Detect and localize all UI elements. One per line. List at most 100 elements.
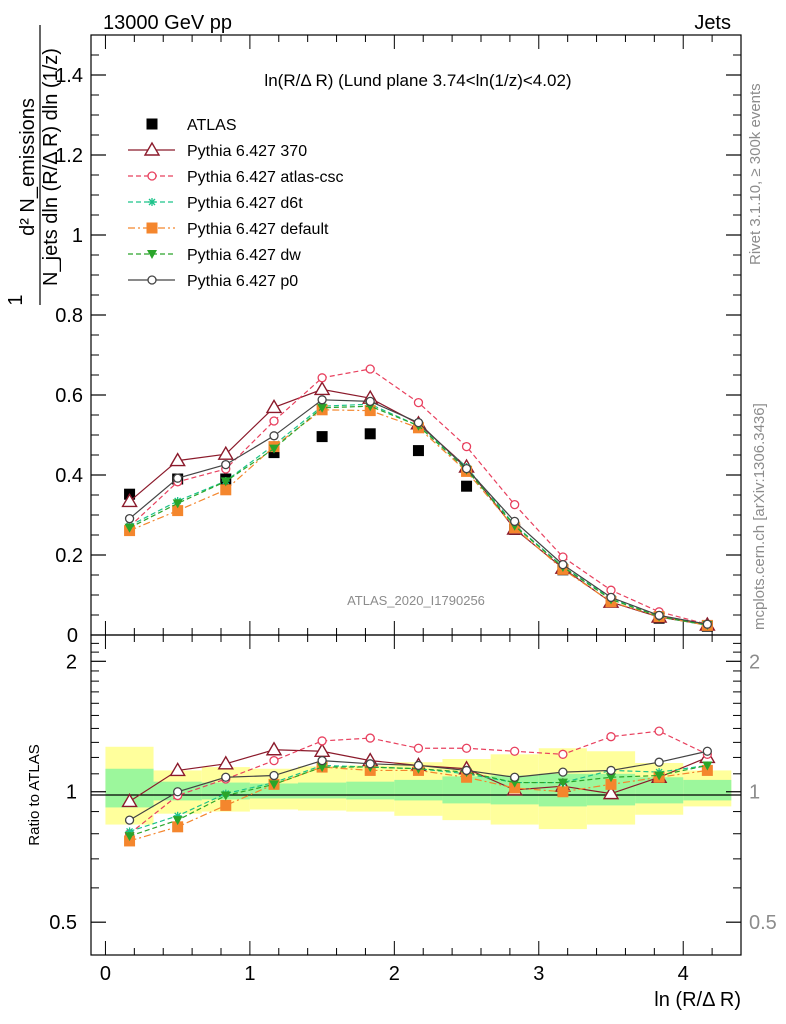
mcplots-reference-label: mcplots.cern.ch [arXiv:1306.3436] [751,403,768,630]
legend-entry-pythia-6-427-p0: Pythia 6.427 p0 [128,273,298,290]
stat-uncertainty-band [297,782,347,799]
legend-entry-pythia-6-427-dw: Pythia 6.427 dw [128,247,301,264]
data-point [365,364,375,374]
legend-entry-pythia-6-427-atlas-csc: Pythia 6.427 atlas-csc [128,169,344,186]
data-point [169,452,186,467]
x-tick-label: 1 [244,963,255,985]
ratio-data-point [269,755,279,766]
series-line-pythia-6-427-atlas-csc [129,368,708,625]
ratio-data-point [172,821,184,833]
x-tick-label: 2 [389,963,400,985]
ratio-data-point [172,816,183,826]
data-point [654,610,664,621]
data-point [313,381,331,396]
ratio-data-point [365,759,375,769]
ratio-data-point [654,757,664,767]
data-point [316,431,328,443]
ratio-frame [90,634,742,956]
ratio-y-tick-label: 1 [66,782,77,804]
data-point [461,480,473,492]
data-point [121,493,138,508]
ratio-data-point [413,743,424,753]
data-point [172,499,183,509]
data-point [220,477,231,487]
data-point [510,516,520,527]
ratio-data-point [173,787,183,797]
series-line-pythia-6-427-p0 [129,399,708,625]
ratio-y-tick-label: 0.5 [49,912,77,934]
stat-uncertainty-band [394,779,443,801]
ratio-data-point [702,746,712,756]
ratio-data-point [413,760,424,771]
legend-entry-pythia-6-427-d6t: Pythia 6.427 d6t [128,195,303,212]
data-point [510,499,520,510]
data-point [413,397,424,408]
y-label-numerator: 1 [5,294,27,305]
ratio-data-point [220,791,231,801]
data-point [269,444,280,454]
ratio-data-point [606,732,616,742]
ratio-data-point [602,785,620,800]
legend-entry-pythia-6-427-default: Pythia 6.427 default [128,221,329,238]
legend-label: Pythia 6.427 p0 [187,273,298,290]
main-y-ticks: 0.2 0.4 0.6 0.8 1 1.2 1.4 0 [55,35,741,647]
rivet-version-label: Rivet 3.1.10, ≥ 300k events [747,83,764,265]
ratio-data-point [121,793,138,808]
main-panel: ln(R/Δ R) (Lund plane 3.74<ln(1/z)<4.02)… [5,25,742,647]
ratio-data-point [606,773,616,783]
series-pythia-6-427-p0 [124,395,712,629]
ratio-series-group [121,726,716,847]
series-pythia-6-427-atlas-csc [124,364,712,629]
ratio-data-point [654,771,665,781]
legend-entry-pythia-6-427-370: Pythia 6.427 370 [128,141,307,160]
data-point [124,523,135,533]
stat-uncertainty-band [346,781,395,800]
ratio-data-point [605,778,617,790]
y-label-top: d² N_emissions [17,98,39,236]
data-point [702,619,712,629]
main-y-tick-label: 0.6 [55,385,83,407]
ratio-data-point [461,765,472,776]
analysis-watermark: ATLAS_2020_I1790256 [347,593,485,608]
data-point [317,373,327,383]
legend-entry-atlas: ATLAS [146,117,237,134]
ratio-y-tick-label-right: 1 [749,782,760,804]
ratio-data-point [169,762,186,777]
main-y-tick-label: 1.2 [55,145,83,167]
ratio-series-pythia-6-427-p0 [124,746,712,825]
ratio-data-point [461,743,472,753]
ratio-data-point [217,755,234,770]
ratio-data-point [557,778,568,788]
ratio-data-point [269,780,280,790]
legend-marker [146,118,158,130]
ratio-data-point [124,815,135,825]
data-point [173,473,183,483]
header-energy-label: 13000 GeV pp [103,12,232,34]
main-y-tick-label: 0.2 [55,545,83,567]
ratio-y-tick-label-right: 2 [749,651,760,673]
data-point [461,463,472,474]
legend-marker [147,171,157,181]
ratio-data-point [124,832,135,842]
data-point [412,445,424,457]
main-y-tick-label: 1 [72,225,83,247]
ratio-data-point [265,741,283,756]
ratio-data-point [317,755,327,766]
legend-label: Pythia 6.427 default [187,221,329,238]
main-y-tick-label: 0.8 [55,305,83,327]
data-point [558,559,568,570]
ratio-panel: 0.5 0.5 1 1 2 2 0 1 2 3 4 Ratio to ATLAS ln (R/Δ … [26,634,777,1011]
data-point [364,428,376,440]
x-axis-label: ln (R/Δ R) [654,989,741,1011]
ratio-data-point [365,733,375,743]
x-axis-ticks: 0 1 2 3 4 [100,635,713,985]
data-point [269,416,279,426]
data-point [606,592,616,603]
ratio-data-point [558,749,568,759]
legend-label: Pythia 6.427 370 [187,143,307,160]
main-title: ln(R/Δ R) (Lund plane 3.74<ln(1/z)<4.02) [264,71,571,90]
ratio-data-point [510,772,520,782]
stat-uncertainty-band [683,779,732,801]
main-y-axis-label: 1 d² N_emissions N_jets dln (R/Δ R) dln … [5,25,62,306]
data-point [220,484,232,496]
